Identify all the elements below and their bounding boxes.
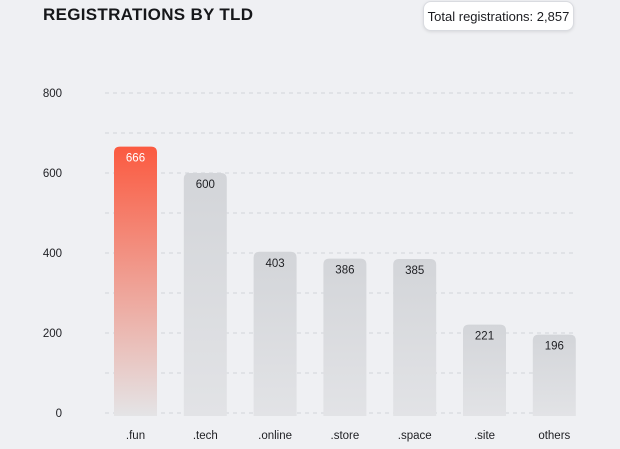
value-label: 666 — [126, 153, 145, 165]
bar-store — [323, 258, 367, 416]
total-registrations-label: Total registrations: 2,857 — [427, 8, 570, 24]
bar-space — [393, 259, 437, 416]
y-tick-label: 600 — [43, 168, 62, 180]
y-tick-label: 400 — [43, 248, 62, 260]
value-label: 403 — [266, 258, 285, 270]
x-axis-ticks: .fun .tech .online .store .space .site others — [126, 430, 571, 442]
x-tick-label: .online — [258, 430, 292, 442]
bar-online — [253, 251, 297, 416]
value-label: 196 — [545, 341, 564, 353]
x-tick-label: .space — [398, 430, 432, 442]
value-label: 386 — [335, 265, 354, 277]
x-tick-label: .store — [331, 430, 360, 442]
chart-title: REGISTRATIONS BY TLD — [43, 5, 254, 24]
bar-site — [463, 324, 506, 416]
x-tick-label: .fun — [126, 430, 145, 442]
total-registrations-badge: Total registrations: 2,857 — [423, 1, 574, 31]
x-tick-label: .site — [474, 430, 495, 442]
y-tick-label: 800 — [43, 88, 62, 100]
bars — [114, 146, 576, 416]
x-tick-label: .tech — [193, 430, 218, 442]
value-label: 600 — [196, 179, 215, 191]
bar-fun — [114, 146, 157, 416]
x-tick-label: others — [538, 430, 570, 442]
value-label: 221 — [475, 331, 494, 343]
y-tick-label: 200 — [43, 328, 62, 340]
y-axis-ticks: 0 200 400 600 800 — [43, 88, 62, 420]
bar-tech — [183, 173, 227, 416]
y-tick-label: 0 — [56, 408, 62, 420]
bar-others — [532, 334, 576, 416]
value-label: 385 — [405, 265, 424, 277]
value-labels: 666 600 403 386 385 221 196 — [126, 153, 564, 353]
